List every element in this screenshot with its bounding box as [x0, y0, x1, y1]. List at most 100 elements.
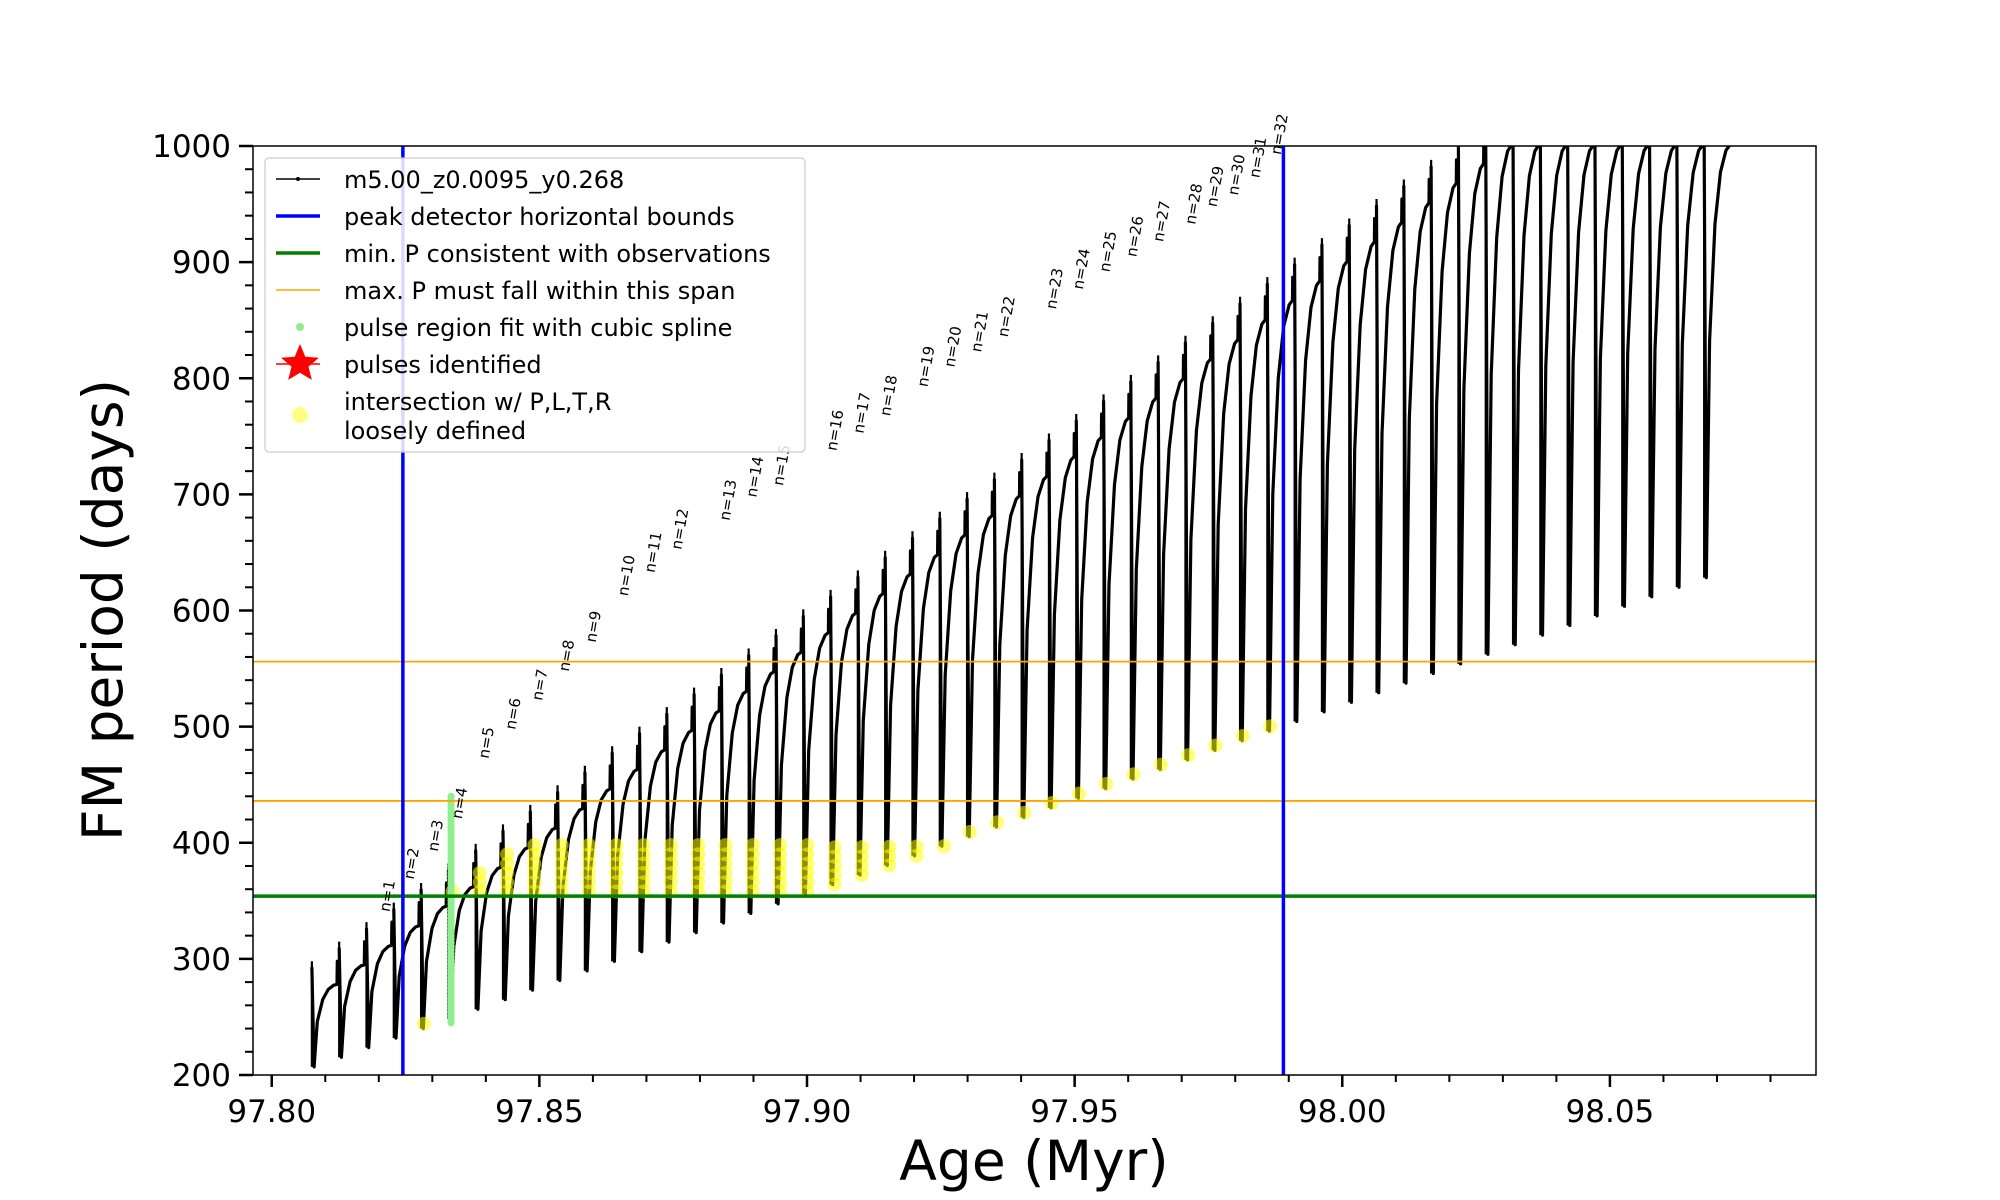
intersection-marker: [581, 838, 596, 853]
x-tick-label: 97.90: [763, 1094, 852, 1130]
intersection-cluster-8: [500, 847, 515, 899]
intersection-marker: [909, 839, 924, 854]
legend-entry-min-p: min. P consistent with observations: [276, 240, 771, 268]
pulse-label: n=16: [823, 408, 848, 452]
model-cycle-37: [1293, 256, 1324, 724]
intersection-cluster-27: [1017, 805, 1032, 820]
pulse-label: n=26: [1122, 215, 1147, 259]
svg-text:loosely defined: loosely defined: [344, 417, 526, 445]
pulse-label: n=4: [448, 786, 471, 820]
intersection-cluster-12: [609, 838, 624, 899]
pulse-label: n=27: [1149, 199, 1174, 243]
y-tick-label: 400: [172, 826, 231, 862]
pulse-label: n=20: [940, 325, 965, 369]
intersection-marker: [1126, 767, 1141, 782]
svg-text:pulses identified: pulses identified: [344, 351, 542, 379]
model-cycle-48: [1593, 146, 1622, 618]
intersection-cluster-10: [554, 838, 569, 899]
intersection-marker: [500, 847, 515, 862]
model-cycle-4: [392, 901, 423, 1040]
intersection-cluster-36: [1263, 719, 1278, 734]
pulse-label: n=12: [667, 507, 692, 551]
pulse-label: n=3: [424, 818, 447, 852]
x-tick-label: 98.00: [1298, 1094, 1387, 1130]
model-cycle-28: [1047, 431, 1078, 810]
pulse-label: n=29: [1203, 165, 1228, 209]
x-tick-label: 98.05: [1566, 1094, 1655, 1130]
intersection-marker: [800, 838, 815, 853]
pulse-label: n=25: [1096, 230, 1121, 274]
pulse-label: n=11: [641, 530, 666, 574]
legend-frame: [264, 157, 806, 453]
intersection-cluster-13: [636, 838, 651, 899]
svg-text:pulse region fit with cubic sp: pulse region fit with cubic spline: [344, 314, 732, 342]
model-cycle-27: [1020, 451, 1051, 819]
intersection-marker: [990, 815, 1005, 830]
intersection-cluster-11: [581, 838, 596, 899]
y-axis-title: FM period (days): [71, 379, 135, 841]
spline-point: [447, 792, 455, 800]
legend-entry-intersection: intersection w/ P,L,T,R loosely defined: [292, 388, 611, 445]
model-cycle-5: [419, 881, 450, 1031]
pulse-label: n=7: [528, 668, 551, 702]
pulse-label: n=19: [914, 345, 939, 389]
intersection-marker: [1044, 796, 1059, 811]
model-cycle-22: [883, 549, 915, 867]
model-cycle-45: [1511, 146, 1540, 647]
intersection-cluster-16: [718, 838, 733, 899]
pulse-label: n=5: [475, 726, 498, 760]
intersection-cluster-14: [663, 838, 678, 899]
legend-entry-pulses: pulses identified: [276, 344, 542, 380]
legend: m5.00_z0.0095_y0.268 peak detector horiz…: [264, 157, 806, 453]
model-cycle-33: [1183, 334, 1215, 762]
y-tick-label: 500: [172, 710, 231, 746]
model-cycle-11: [583, 764, 614, 973]
svg-text:intersection w/ P,L,T,R: intersection w/ P,L,T,R: [344, 388, 611, 416]
intersection-marker: [827, 840, 842, 855]
model-cycle-50: [1647, 146, 1677, 599]
y-tick-label: 700: [172, 477, 231, 513]
intersection-cluster-17: [745, 838, 760, 899]
intersection-marker: [554, 838, 569, 853]
intersection-cluster-33: [1181, 748, 1196, 763]
model-cycle-30: [1102, 392, 1133, 791]
intersection-marker: [691, 838, 706, 853]
pulse-label: n=23: [1042, 267, 1067, 311]
model-cycle-21: [856, 568, 887, 877]
pulse-label: n=10: [614, 554, 639, 598]
pulse-label: n=2: [400, 846, 423, 880]
intersection-marker: [1208, 738, 1223, 753]
axes: 97.80 97.85 97.90 97.95 98.00 98.05 200 300 400 5…: [152, 129, 1772, 1130]
intersection-cluster-35: [1235, 729, 1250, 744]
intersection-marker: [1099, 776, 1114, 791]
intersection-marker: [1263, 719, 1278, 734]
model-cycle-20: [829, 588, 860, 887]
intersection-cluster-20: [827, 840, 842, 892]
model-cycle-40: [1374, 197, 1406, 695]
intersection-cluster-19: [800, 838, 815, 899]
intersection-marker: [663, 838, 678, 853]
model-cycle-42: [1429, 158, 1460, 676]
pulse-label: n=9: [582, 609, 605, 643]
intersection-marker: [1153, 757, 1168, 772]
intersection-marker: [472, 865, 487, 880]
intersection-cluster-24: [936, 839, 951, 854]
pulse-label: n=1: [376, 879, 399, 913]
svg-text:max. P must fall within this s: max. P must fall within this span: [344, 277, 735, 305]
pulse-label: n=31: [1246, 136, 1271, 180]
spline-fit-region: [447, 792, 455, 1027]
pulse-label: n=22: [994, 295, 1019, 339]
legend-entry-model: m5.00_z0.0095_y0.268: [276, 166, 624, 194]
intersection-marker: [854, 840, 869, 855]
intersection-cluster-34: [1208, 738, 1223, 753]
svg-text:peak detector horizontal bound: peak detector horizontal bounds: [344, 203, 735, 231]
svg-text:min. P consistent with observa: min. P consistent with observations: [344, 240, 771, 268]
intersection-marker: [718, 838, 733, 853]
svg-text:m5.00_z0.0095_y0.268: m5.00_z0.0095_y0.268: [344, 166, 624, 194]
intersection-cluster-25: [962, 824, 977, 839]
intersection-marker: [636, 838, 651, 853]
pulse-label: n=13: [716, 478, 741, 522]
intersection-cluster-32: [1153, 757, 1168, 772]
intersection-cluster-21: [854, 840, 869, 882]
